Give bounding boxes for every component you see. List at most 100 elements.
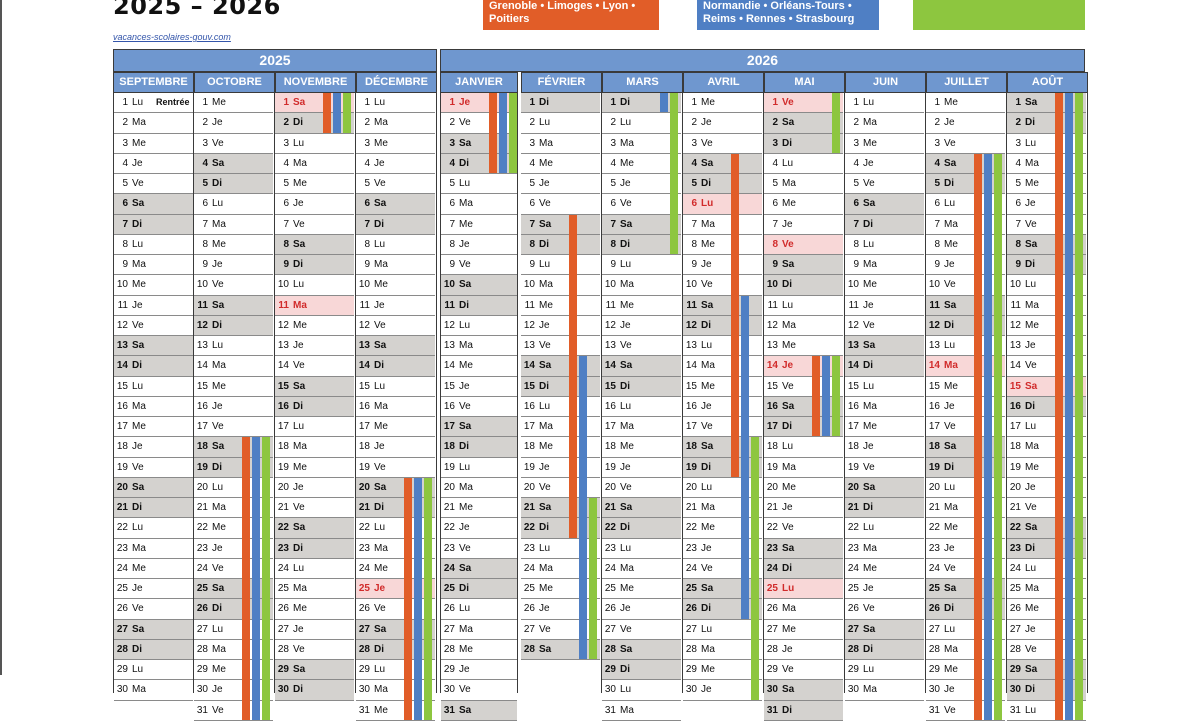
day-cell: 29 Ve <box>764 660 843 681</box>
day-number: 28 <box>277 643 289 655</box>
day-number: 20 <box>1009 481 1021 493</box>
source-link[interactable]: vacances-scolaires-gouv.com <box>113 32 231 42</box>
weekday-label: Ma <box>782 178 796 189</box>
day-cell: 13 Ve <box>521 336 600 357</box>
day-number: 31 <box>928 704 940 716</box>
weekday-label: Je <box>132 157 143 169</box>
day-number: 19 <box>277 461 289 473</box>
weekday-label: Lu <box>782 157 794 169</box>
month-column-4: 1 Lu 2 Ma 3 Me 4 Je 5 Ve 6 Sa 7 Di 8 Lu 9 Ma 10 Me 11 Je 12 Ve 1… <box>356 93 437 721</box>
day-number: 24 <box>928 562 940 574</box>
day-cell: 24 Di <box>764 558 843 579</box>
weekday-label: Di <box>782 421 792 432</box>
weekday-label: Ve <box>212 562 224 574</box>
day-number: 24 <box>443 562 455 574</box>
day-cell: 7 Je <box>764 215 843 235</box>
day-cell: 9 Ve <box>441 255 517 276</box>
weekday-label: Di <box>944 319 954 331</box>
weekday-label: Je <box>701 117 712 129</box>
weekday-label: Sa <box>620 360 633 372</box>
day-number: 3 <box>772 137 778 149</box>
weekday-label: Me <box>539 583 553 594</box>
weekday-label: Lu <box>539 542 551 554</box>
weekday-label: Di <box>701 603 711 615</box>
weekday-label: Me <box>212 238 226 250</box>
day-cell: 18 Lu <box>764 437 843 458</box>
weekday-label: Di <box>863 360 873 372</box>
weekday-label: Ve <box>782 664 794 675</box>
weekday-label: Ve <box>459 259 471 270</box>
weekday-label: Sa <box>374 198 387 210</box>
weekday-label: Lu <box>374 664 386 675</box>
day-number: 12 <box>766 319 778 331</box>
vacation-bar-zone-b <box>1065 93 1073 720</box>
weekday-label: Lu <box>132 238 144 250</box>
weekday-label: Me <box>459 643 473 655</box>
day-cell: 28 Je <box>764 640 843 660</box>
month-column-3: 1 Sa 2 Di 3 Lu 4 Ma 5 Me 6 Je 7 Ve 8 Sa 9 Di 10 Lu 11 Ma 12 Me 1… <box>275 93 356 701</box>
day-number: 9 <box>122 259 128 270</box>
weekday-label: Lu <box>212 481 224 493</box>
day-cell: 10 Di <box>764 275 843 296</box>
day-number: 17 <box>1009 421 1021 432</box>
day-cell: 20 Je <box>275 478 354 498</box>
day-number: 19 <box>685 461 697 473</box>
weekday-label: Ma <box>132 684 146 696</box>
day-cell: 23 Je <box>683 539 762 559</box>
month-header-3: NOVEMBRE <box>275 72 356 93</box>
day-cell: 11 Di <box>441 295 517 316</box>
weekday-label: Ve <box>863 319 875 331</box>
day-number: 2 <box>691 117 697 129</box>
weekday-label: Di <box>1025 684 1035 696</box>
day-cell: 5 Ve <box>114 174 193 195</box>
day-cell: 10 Ve <box>683 275 762 296</box>
weekday-label: Je <box>701 400 712 412</box>
day-number: 18 <box>116 441 128 453</box>
day-cell: 12 Ve <box>845 316 924 336</box>
legend-zone-b: Normandie • Orléans-Tours • Reims • Renn… <box>697 0 879 30</box>
day-cell: 4 Je <box>114 154 193 174</box>
day-cell: 3 Me <box>356 134 435 154</box>
day-cell: 22 Me <box>926 518 1005 539</box>
day-cell: 3 Ma <box>521 134 600 154</box>
day-number: 22 <box>358 522 370 534</box>
day-number: 1 <box>202 97 208 108</box>
weekday-label: Di <box>212 319 222 331</box>
day-number: 21 <box>604 502 616 513</box>
day-cell: 25 Me <box>602 579 681 600</box>
day-number: 9 <box>202 259 208 270</box>
day-cell: 23 Lu <box>602 539 681 559</box>
weekday-label: Sa <box>701 299 714 311</box>
weekday-label: Sa <box>944 157 957 169</box>
weekday-label: Sa <box>212 157 225 169</box>
weekday-label: Sa <box>539 502 552 513</box>
day-number: 2 <box>772 117 778 129</box>
legend-zone-a-line-1: Grenoble • Limoges • Lyon • <box>489 0 636 12</box>
day-cell: 19 Ve <box>356 458 435 478</box>
day-cell: 30 Ma <box>845 680 924 701</box>
day-cell: 29 Lu <box>114 660 193 681</box>
day-number: 14 <box>443 360 455 372</box>
day-cell: 6 Ma <box>441 194 517 215</box>
day-cell: 27 Sa <box>845 619 924 640</box>
weekday-label: Me <box>944 522 958 534</box>
day-number: 19 <box>523 461 535 473</box>
day-number: 7 <box>1015 218 1021 230</box>
day-number: 9 <box>610 259 616 270</box>
day-number: 29 <box>1009 664 1021 675</box>
vacation-bar-zone-c <box>509 93 517 173</box>
weekday-label: Je <box>863 441 874 453</box>
day-number: 17 <box>116 421 128 432</box>
day-number: 1 <box>529 97 535 108</box>
vacation-bar-zone-b <box>252 437 260 720</box>
weekday-label: Sa <box>863 481 876 493</box>
day-number: 6 <box>364 198 370 210</box>
weekday-label: Me <box>539 157 553 169</box>
weekday-label: Sa <box>374 481 387 493</box>
weekday-label: Sa <box>374 340 387 351</box>
day-number: 17 <box>277 421 289 432</box>
day-number: 6 <box>202 198 208 210</box>
day-number: 21 <box>277 502 289 513</box>
day-number: 20 <box>928 481 940 493</box>
day-number: 23 <box>766 542 778 554</box>
